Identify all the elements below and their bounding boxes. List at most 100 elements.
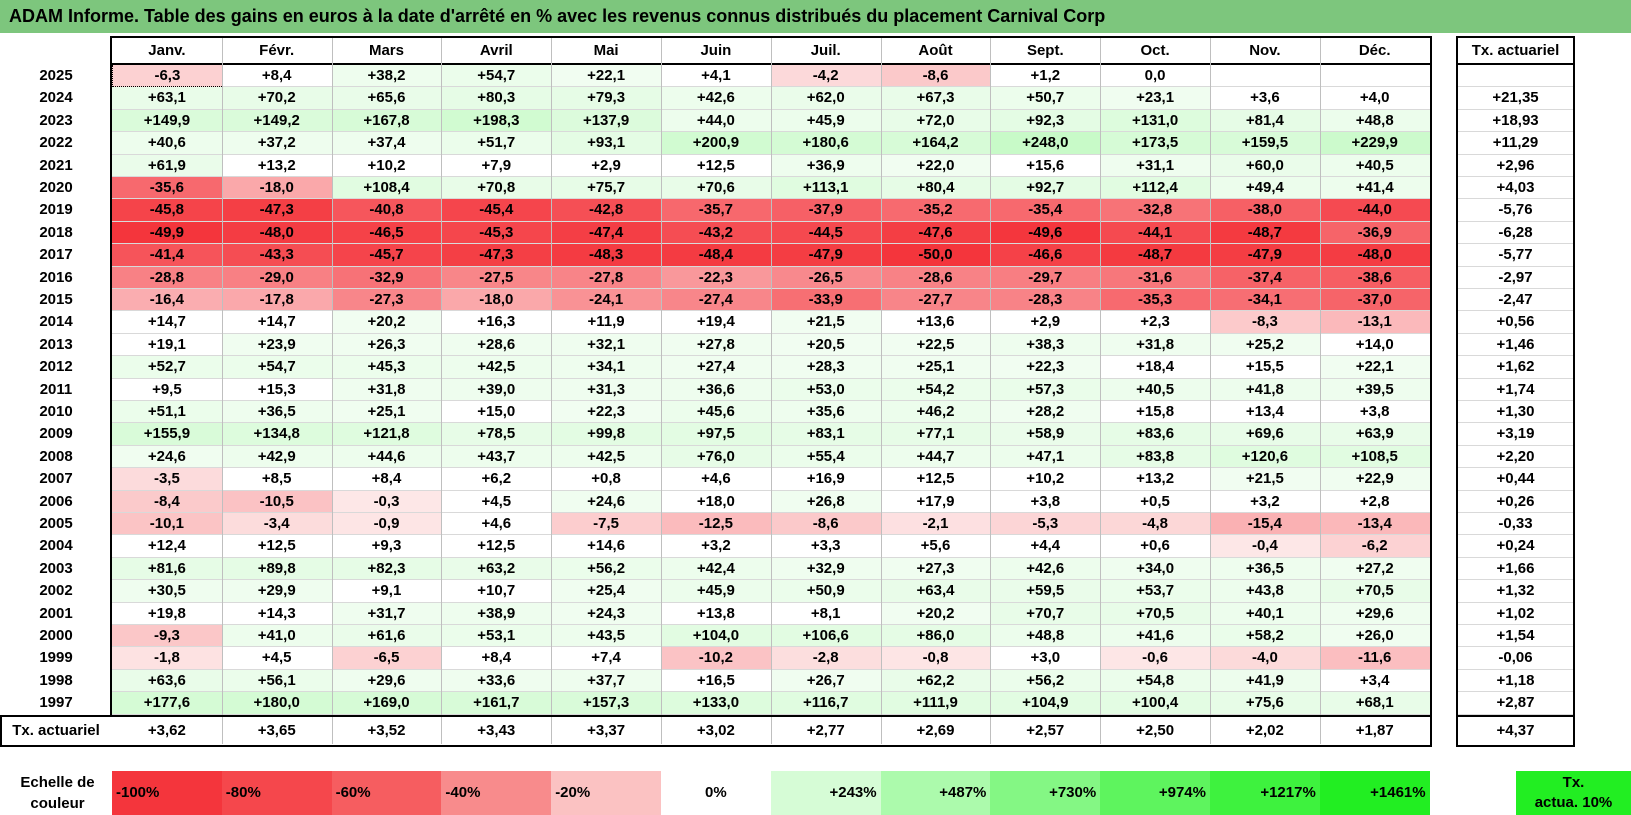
table-cell: +32,9 bbox=[770, 557, 881, 581]
rate-cell: +11,29 bbox=[1458, 132, 1573, 155]
table-cell: +69,6 bbox=[1210, 423, 1320, 446]
table-cell: +24,3 bbox=[551, 602, 661, 625]
color-scale-legend: Echelle de couleur -100% -80% -60% -40% -20%… bbox=[0, 770, 1631, 815]
table-cell: +180,6 bbox=[770, 132, 881, 155]
table-cell: +22,3 bbox=[990, 356, 1101, 379]
table-cell: +19,4 bbox=[661, 311, 771, 334]
table-cell: -47,9 bbox=[1210, 244, 1320, 267]
table-cell: -3,5 bbox=[112, 468, 222, 491]
table-cell: +42,5 bbox=[441, 356, 552, 379]
table-cell: -38,6 bbox=[1319, 266, 1430, 289]
table-cell: -32,8 bbox=[1100, 199, 1210, 222]
table-cell: +56,1 bbox=[221, 669, 332, 693]
footer-cell: +1,87 bbox=[1355, 721, 1394, 739]
table-cell: +68,1 bbox=[1319, 692, 1430, 715]
color-scale-label: Echelle de couleur bbox=[0, 770, 115, 815]
color-scale-step: +730% bbox=[990, 771, 1101, 815]
table-cell: +106,6 bbox=[770, 625, 881, 648]
table-cell: +44,0 bbox=[661, 109, 771, 133]
rate-cell: -2,97 bbox=[1458, 267, 1573, 289]
column-separator bbox=[1210, 36, 1211, 744]
table-cell: +35,6 bbox=[770, 401, 881, 424]
table-cell: +29,6 bbox=[1319, 602, 1430, 625]
color-scale-step: +243% bbox=[770, 771, 881, 815]
table-cell: -11,6 bbox=[1319, 647, 1430, 670]
table-cell: +51,7 bbox=[441, 132, 552, 155]
table-cell: +28,3 bbox=[770, 356, 881, 379]
month-header: Nov. bbox=[1210, 36, 1320, 65]
table-cell: +8,5 bbox=[221, 468, 332, 491]
table-cell: +18,0 bbox=[661, 490, 771, 513]
table-cell: -27,5 bbox=[441, 266, 552, 289]
table-cell: +45,9 bbox=[770, 109, 881, 133]
table-cell: -8,6 bbox=[880, 65, 991, 88]
table-cell: +97,5 bbox=[661, 423, 771, 446]
table-cell: -47,6 bbox=[880, 221, 991, 245]
table-cell: -12,5 bbox=[661, 513, 771, 536]
table-cell: +70,8 bbox=[441, 177, 552, 200]
table-cell: +24,6 bbox=[112, 445, 222, 469]
table-cell: +26,7 bbox=[770, 669, 881, 693]
table-cell: +22,9 bbox=[1319, 468, 1430, 491]
table-cell: +4,6 bbox=[441, 513, 552, 536]
table-cell: +54,7 bbox=[221, 356, 332, 379]
table-cell: -2,8 bbox=[770, 647, 881, 670]
table-cell: +72,0 bbox=[880, 109, 991, 133]
table-cell: -35,3 bbox=[1100, 289, 1210, 312]
table-cell: -6,5 bbox=[331, 647, 442, 670]
table-cell: +54,2 bbox=[880, 378, 991, 401]
year-label: 2001 bbox=[39, 604, 73, 622]
table-cell bbox=[1210, 65, 1320, 88]
year-label: 2008 bbox=[39, 447, 73, 465]
rate-cell: -5,76 bbox=[1458, 199, 1573, 222]
table-cell: -5,3 bbox=[990, 513, 1101, 536]
year-label: 2012 bbox=[39, 358, 73, 376]
table-cell: -4,0 bbox=[1210, 647, 1320, 670]
table-cell: -10,1 bbox=[112, 513, 222, 536]
rate-cell: +18,93 bbox=[1458, 110, 1573, 133]
table-cell: +229,9 bbox=[1319, 132, 1430, 155]
table-cell: -22,3 bbox=[661, 266, 771, 289]
column-separator bbox=[661, 36, 662, 744]
table-cell: -15,4 bbox=[1210, 513, 1320, 536]
year-label: 2002 bbox=[39, 582, 73, 600]
table-cell: +12,5 bbox=[661, 154, 771, 177]
table-cell: +26,8 bbox=[770, 490, 881, 513]
rate-cell: +1,30 bbox=[1458, 401, 1573, 424]
table-cell: +0,8 bbox=[551, 468, 661, 491]
table-cell: +28,6 bbox=[441, 333, 552, 357]
table-cell: -35,2 bbox=[880, 199, 991, 222]
table-cell: +45,3 bbox=[331, 356, 442, 379]
table-cell: -48,3 bbox=[551, 244, 661, 267]
table-cell: +16,5 bbox=[661, 669, 771, 693]
year-label: 2000 bbox=[39, 627, 73, 644]
year-label: 2017 bbox=[39, 246, 73, 264]
footer-cell: +3,37 bbox=[587, 721, 626, 739]
table-cell: -33,9 bbox=[770, 289, 881, 312]
table-cell: +111,9 bbox=[880, 692, 991, 715]
table-cell: -28,6 bbox=[880, 266, 991, 289]
table-cell: +155,9 bbox=[112, 423, 222, 446]
year-label: 2006 bbox=[39, 492, 73, 510]
table-cell: +99,8 bbox=[551, 423, 661, 446]
rate-cell: +4,03 bbox=[1458, 177, 1573, 200]
table-cell: +2,9 bbox=[990, 311, 1101, 334]
table-cell: +36,5 bbox=[221, 401, 332, 424]
month-header: Févr. bbox=[221, 36, 332, 65]
table-cell: +18,4 bbox=[1100, 356, 1210, 379]
table-cell: +27,3 bbox=[880, 557, 991, 581]
table-cell: +29,6 bbox=[331, 669, 442, 693]
table-cell: +40,5 bbox=[1100, 378, 1210, 401]
table-cell: +33,6 bbox=[441, 669, 552, 693]
table-cell: +2,8 bbox=[1319, 490, 1430, 513]
table-cell: +173,5 bbox=[1100, 132, 1210, 155]
table-cell: +79,3 bbox=[551, 87, 661, 110]
month-header: Août bbox=[880, 36, 991, 65]
table-cell: +16,3 bbox=[441, 311, 552, 334]
table-cell: -29,0 bbox=[221, 266, 332, 289]
table-cell: +0,6 bbox=[1100, 535, 1210, 558]
table-cell: +12,5 bbox=[880, 468, 991, 491]
table-cell: +42,4 bbox=[661, 557, 771, 581]
table-cell: +80,3 bbox=[441, 87, 552, 110]
color-scale-step: -80% bbox=[221, 771, 332, 815]
